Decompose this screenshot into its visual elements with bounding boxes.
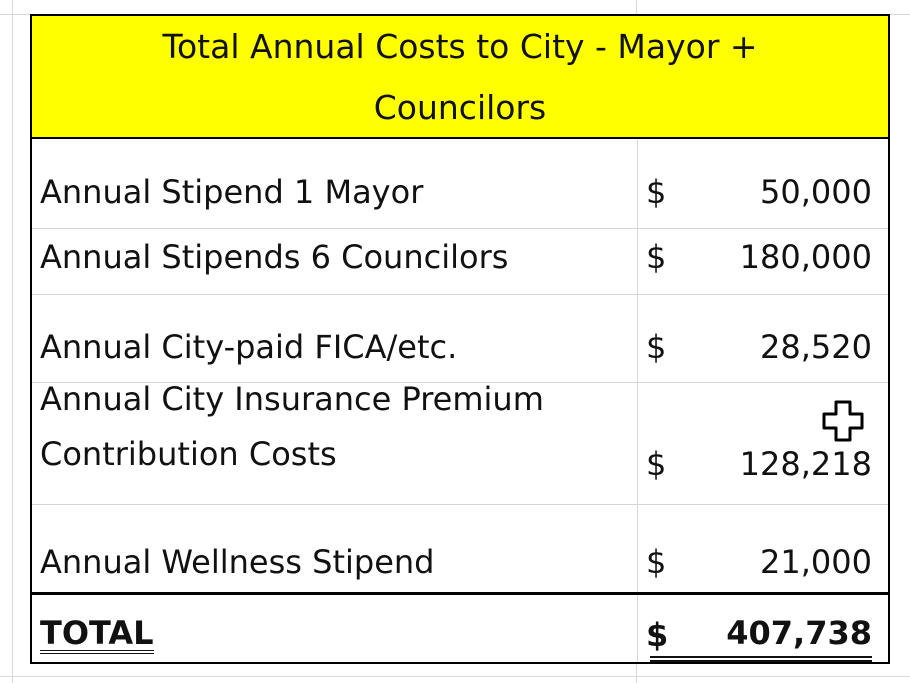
row-label-wellness-stipend[interactable]: Annual Wellness Stipend [40, 543, 435, 581]
total-label[interactable]: TOTAL [40, 614, 154, 654]
row-label-fica[interactable]: Annual City-paid FICA/etc. [40, 328, 458, 366]
cost-table: Total Annual Costs to City - Mayor + Cou… [30, 14, 890, 664]
row-currency[interactable]: $ [646, 173, 667, 211]
row-label-insurance-line2[interactable]: Contribution Costs [40, 435, 337, 473]
column-separator [637, 139, 638, 662]
row-label-mayor-stipend[interactable]: Annual Stipend 1 Mayor [40, 173, 424, 211]
row-amount[interactable]: 21,000 [760, 543, 872, 581]
row-label-insurance-line1[interactable]: Annual City Insurance Premium [40, 380, 544, 418]
row-divider [32, 504, 888, 505]
row-amount[interactable]: 128,218 [739, 445, 872, 483]
row-divider [32, 228, 888, 229]
table-title[interactable]: Total Annual Costs to City - Mayor + Cou… [32, 16, 888, 139]
row-divider [32, 382, 888, 383]
row-currency[interactable]: $ [646, 328, 667, 366]
move-cursor-icon [822, 400, 864, 442]
grid-line [0, 676, 910, 677]
row-currency[interactable]: $ [646, 445, 667, 483]
row-amount[interactable]: 28,520 [760, 328, 872, 366]
total-currency[interactable]: $ [646, 616, 669, 654]
grid-line [12, 0, 13, 683]
row-currency[interactable]: $ [646, 543, 667, 581]
table-title-line2: Councilors [373, 88, 547, 127]
row-amount[interactable]: 50,000 [760, 173, 872, 211]
row-amount[interactable]: 180,000 [739, 238, 872, 276]
total-double-underline [650, 656, 872, 662]
row-divider [32, 294, 888, 295]
row-label-councilor-stipends[interactable]: Annual Stipends 6 Councilors [40, 238, 509, 276]
row-currency[interactable]: $ [646, 238, 667, 276]
total-amount[interactable]: 407,738 [726, 614, 872, 652]
table-title-line1: Total Annual Costs to City - Mayor + [162, 27, 758, 66]
total-top-border [32, 592, 888, 595]
